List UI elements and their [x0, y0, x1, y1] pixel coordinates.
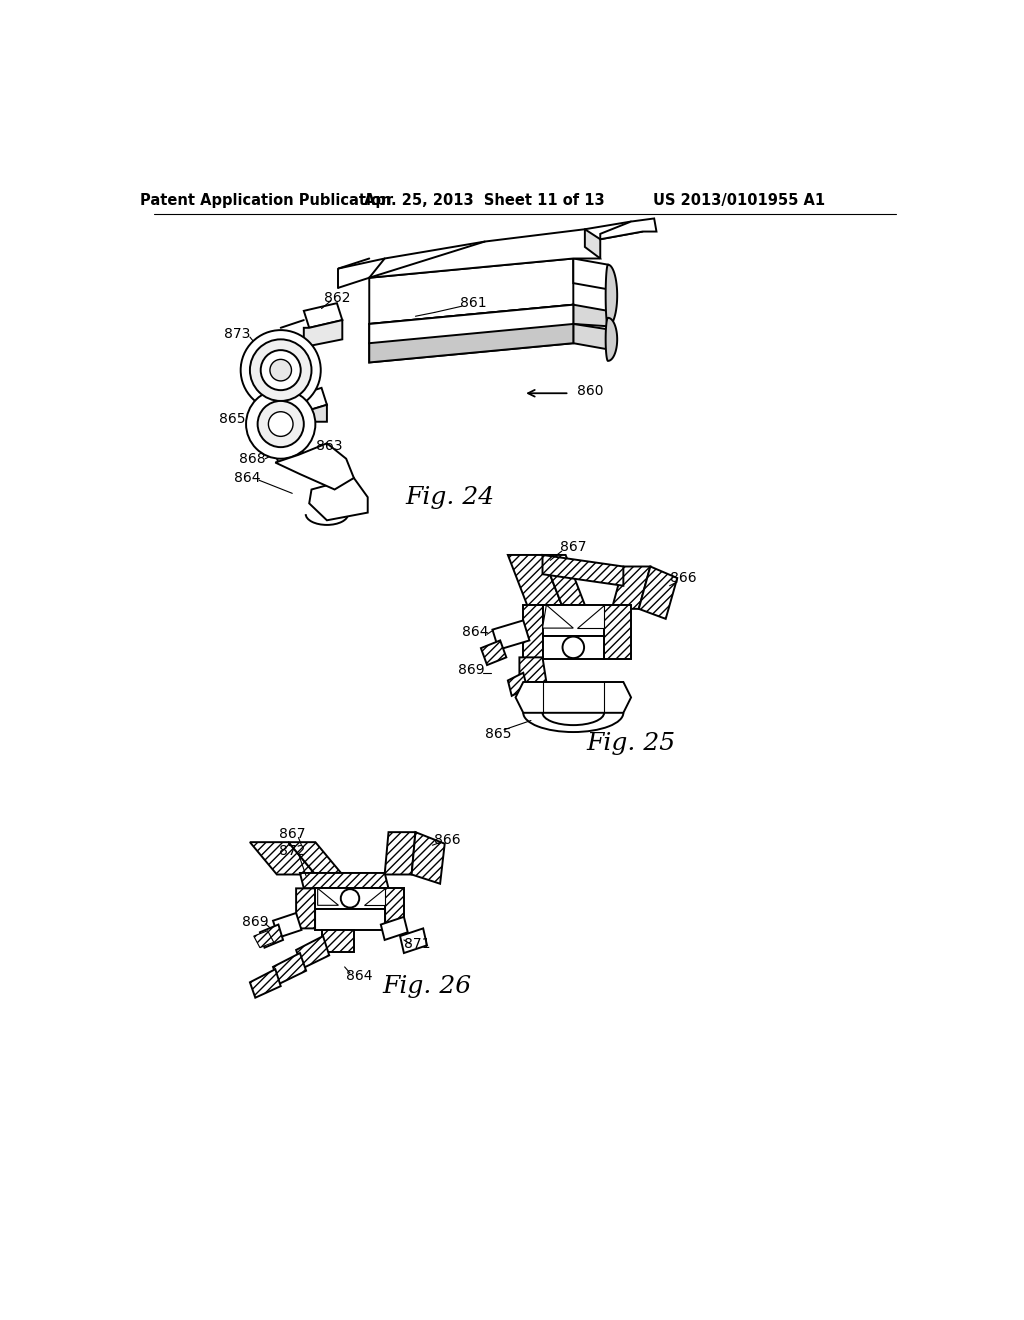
Text: 863: 863 [316, 440, 342, 453]
Polygon shape [385, 888, 403, 928]
Text: 862: 862 [324, 290, 350, 305]
Polygon shape [515, 682, 631, 713]
Polygon shape [304, 304, 342, 327]
Polygon shape [260, 924, 283, 948]
Text: 869: 869 [458, 664, 484, 677]
Polygon shape [508, 673, 527, 696]
Text: Fig. 26: Fig. 26 [382, 974, 472, 998]
Polygon shape [364, 888, 385, 906]
Polygon shape [315, 888, 385, 909]
Text: 861: 861 [460, 296, 486, 310]
Text: 873: 873 [223, 327, 250, 341]
Polygon shape [543, 636, 604, 659]
Polygon shape [317, 888, 339, 906]
Text: 866: 866 [670, 572, 696, 585]
Polygon shape [304, 321, 342, 347]
Polygon shape [573, 259, 608, 289]
Text: 864: 864 [462, 624, 488, 639]
Circle shape [270, 359, 292, 381]
Polygon shape [573, 305, 608, 326]
Text: 867: 867 [560, 540, 587, 554]
Polygon shape [273, 913, 301, 937]
Polygon shape [250, 842, 315, 875]
Polygon shape [322, 929, 354, 952]
Polygon shape [385, 832, 416, 875]
Polygon shape [254, 931, 273, 948]
Polygon shape [370, 323, 573, 363]
Circle shape [258, 401, 304, 447]
Polygon shape [481, 640, 506, 665]
Polygon shape [611, 566, 650, 609]
Polygon shape [604, 605, 631, 659]
Polygon shape [296, 405, 327, 422]
Circle shape [341, 890, 359, 908]
Circle shape [241, 330, 321, 411]
Polygon shape [273, 440, 304, 462]
Polygon shape [273, 953, 306, 983]
Text: 867: 867 [279, 828, 305, 841]
Text: Apr. 25, 2013  Sheet 11 of 13: Apr. 25, 2013 Sheet 11 of 13 [365, 193, 605, 209]
Polygon shape [289, 842, 342, 875]
Text: 864: 864 [346, 969, 373, 983]
Text: 864: 864 [234, 471, 261, 484]
Polygon shape [381, 917, 408, 940]
Text: Patent Application Publication: Patent Application Publication [139, 193, 391, 209]
Polygon shape [296, 888, 316, 928]
Text: 865: 865 [485, 727, 512, 742]
Polygon shape [639, 566, 677, 619]
Circle shape [250, 339, 311, 401]
Text: 860: 860 [578, 384, 604, 397]
Text: 866: 866 [434, 833, 461, 847]
Polygon shape [493, 620, 529, 649]
Text: 868: 868 [239, 451, 265, 466]
Polygon shape [519, 657, 547, 682]
Polygon shape [605, 264, 617, 326]
Circle shape [261, 350, 301, 391]
Polygon shape [296, 388, 327, 412]
Polygon shape [543, 605, 604, 636]
Polygon shape [412, 832, 444, 884]
Polygon shape [315, 909, 385, 929]
Polygon shape [275, 444, 354, 490]
Polygon shape [543, 554, 624, 586]
Polygon shape [250, 969, 281, 998]
Polygon shape [400, 928, 427, 953]
Circle shape [246, 389, 315, 459]
Polygon shape [370, 305, 573, 343]
Polygon shape [370, 259, 573, 323]
Polygon shape [523, 605, 543, 659]
Text: 865: 865 [219, 412, 246, 425]
Polygon shape [508, 554, 562, 605]
Polygon shape [300, 873, 388, 888]
Polygon shape [600, 218, 656, 239]
Circle shape [268, 412, 293, 437]
Polygon shape [585, 230, 600, 259]
Text: Fig. 25: Fig. 25 [587, 733, 676, 755]
Polygon shape [573, 323, 608, 350]
Polygon shape [296, 936, 330, 969]
Polygon shape [370, 305, 573, 363]
Circle shape [562, 636, 584, 659]
Text: 871: 871 [403, 937, 430, 950]
Polygon shape [370, 230, 600, 277]
Polygon shape [543, 554, 585, 605]
Text: 872: 872 [280, 845, 305, 858]
Polygon shape [605, 318, 617, 360]
Polygon shape [543, 605, 573, 628]
Text: Fig. 24: Fig. 24 [406, 486, 495, 508]
Text: 869: 869 [242, 915, 268, 929]
Polygon shape [309, 478, 368, 520]
Polygon shape [578, 605, 604, 628]
Text: US 2013/0101955 A1: US 2013/0101955 A1 [652, 193, 825, 209]
